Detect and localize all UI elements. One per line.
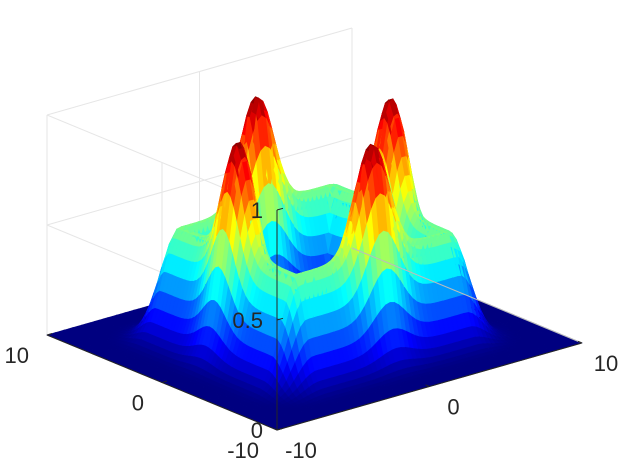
y-tick-label: 0: [132, 391, 144, 416]
z-tick-label: 0.5: [232, 308, 263, 333]
surface-mesh: [46, 96, 583, 431]
y-tick-label: 10: [5, 343, 29, 368]
y-tick-label: -10: [227, 438, 259, 463]
x-tick-label: -10: [285, 438, 317, 463]
x-tick-label: 10: [594, 351, 618, 376]
z-tick-label: 1: [251, 198, 263, 223]
x-tick-label: 0: [447, 395, 459, 420]
